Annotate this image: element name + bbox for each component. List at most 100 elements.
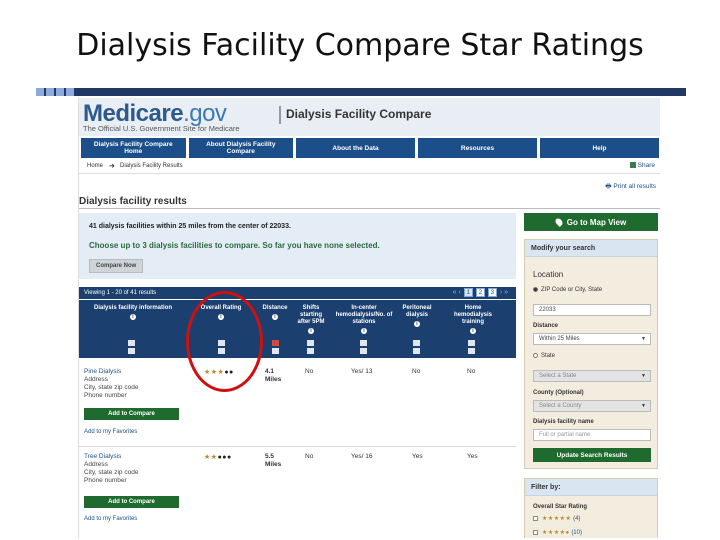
filled-stars-icon: ★★	[204, 454, 218, 461]
filter-stars-icon: ★★★★★	[542, 516, 572, 522]
update-search-button[interactable]: Update Search Results	[533, 448, 651, 462]
nav-item-resources[interactable]: Resources	[418, 138, 537, 158]
table-row: Pine Dialysis Address City, state zip co…	[79, 368, 516, 448]
results-info-box: 41 dialysis facilities within 25 miles f…	[79, 213, 516, 279]
logo-tagline: The Official U.S. Government Site for Me…	[83, 124, 240, 133]
radio-selected-icon[interactable]	[533, 287, 538, 292]
sort-up-icon[interactable]	[128, 340, 135, 346]
distance-select[interactable]: Within 25 Miles ▼	[533, 333, 651, 345]
empty-stars-icon: ●●●	[217, 454, 232, 461]
sort-up-icon[interactable]	[360, 340, 367, 346]
sort-controls[interactable]	[307, 340, 314, 354]
shifts-value: No	[305, 453, 314, 460]
page-2[interactable]: 2	[475, 288, 485, 297]
info-icon[interactable]: i	[308, 328, 314, 334]
incenter-value: Yes/ 13	[351, 368, 373, 375]
add-favorites-link[interactable]: Add to my Favorites	[84, 516, 138, 522]
sort-up-icon[interactable]	[272, 340, 279, 346]
nav-item-home[interactable]: Dialysis Facility Compare Home	[81, 138, 186, 158]
facility-address: Address	[84, 376, 108, 383]
col-incenter[interactable]: In-center hemodialysis/No. of stations i	[333, 305, 395, 334]
page-1[interactable]: 1	[463, 288, 473, 297]
checkbox-icon[interactable]	[533, 516, 538, 521]
results-table-header: Dialysis facility information i Overall R…	[79, 300, 516, 358]
info-icon[interactable]: i	[361, 328, 367, 334]
compare-instruction: Choose up to 3 dialysis facilities to co…	[89, 241, 380, 250]
results-count: Viewing 1 - 20 of 41 results	[84, 290, 157, 296]
sort-controls[interactable]	[128, 340, 135, 354]
facility-phone: Phone number	[84, 477, 127, 484]
add-favorites-link[interactable]: Add to my Favorites	[84, 429, 138, 435]
zip-radio[interactable]: ZIP Code or City, State	[533, 287, 602, 293]
sort-down-icon[interactable]	[272, 348, 279, 354]
filter-stars-icon: ★★★★●	[542, 530, 570, 536]
county-label: County (Optional)	[533, 390, 584, 396]
sort-down-icon[interactable]	[413, 348, 420, 354]
pager-prev-icon[interactable]: « ‹	[452, 289, 461, 296]
add-to-compare-button[interactable]: Add to Compare	[84, 496, 179, 508]
modify-search-panel: Modify your search Location ZIP Code or …	[524, 239, 658, 469]
distance: 5.5 Miles	[265, 453, 282, 468]
add-to-compare-button[interactable]: Add to Compare	[84, 408, 179, 420]
chevron-down-icon: ▼	[641, 373, 646, 379]
print-link[interactable]: 🖶 Print all results	[605, 183, 656, 190]
facility-name-input[interactable]: Full or partial name	[533, 429, 651, 441]
radio-unselected-icon[interactable]	[533, 353, 538, 358]
results-summary: 41 dialysis facilities within 25 miles f…	[89, 223, 291, 230]
bar-square	[66, 88, 74, 96]
facility-city: City, state zip code	[84, 469, 139, 476]
sort-down-icon[interactable]	[307, 348, 314, 354]
sort-controls[interactable]	[468, 340, 475, 354]
sort-controls[interactable]	[360, 340, 367, 354]
info-icon[interactable]: i	[470, 328, 476, 334]
filter-panel: Filter by: Overall Star Rating ★★★★★ (4)…	[524, 478, 658, 538]
col-shifts[interactable]: Shifts starting after 5PM i	[293, 305, 329, 334]
info-icon[interactable]: i	[272, 314, 278, 320]
col-distance[interactable]: Distance i	[257, 305, 293, 320]
filter-count: (4)	[573, 516, 581, 522]
filter-count: (10)	[571, 530, 582, 536]
sort-controls[interactable]	[413, 340, 420, 354]
bar-square	[36, 88, 44, 96]
nav-item-about[interactable]: About Dialysis Facility Compare	[188, 138, 294, 158]
state-radio[interactable]: State	[533, 353, 555, 359]
breadcrumb: Home ➜ Dialysis Facility Results Share	[79, 160, 660, 174]
go-to-map-view-button[interactable]: Go to Map View	[524, 213, 658, 231]
page-3[interactable]: 3	[487, 288, 497, 297]
sort-up-icon[interactable]	[413, 340, 420, 346]
map-button-label: Go to Map View	[566, 217, 627, 227]
sort-up-icon[interactable]	[468, 340, 475, 346]
nav-item-help[interactable]: Help	[540, 138, 659, 158]
sort-down-icon[interactable]	[360, 348, 367, 354]
share-icon	[629, 162, 636, 168]
facility-city: City, state zip code	[84, 384, 139, 391]
sort-down-icon[interactable]	[128, 348, 135, 354]
state-select[interactable]: Select a State ▼	[533, 370, 651, 382]
highlight-ring	[186, 291, 263, 392]
col-label: Shifts starting after 5PM	[297, 305, 325, 325]
compare-now-button[interactable]: Compare Now	[89, 259, 144, 273]
nav-item-about-data[interactable]: About the Data	[296, 138, 416, 158]
zip-radio-label: ZIP Code or City, State	[541, 287, 603, 293]
slide-title: Dialysis Facility Compare Star Ratings	[76, 28, 644, 63]
filter-option-4-star[interactable]: ★★★★● (10)	[533, 529, 582, 536]
info-icon[interactable]: i	[414, 321, 420, 327]
col-peritoneal[interactable]: Peritoneal dialysis i	[397, 305, 437, 327]
sort-up-icon[interactable]	[307, 340, 314, 346]
county-select[interactable]: Select a County ▼	[533, 400, 651, 412]
share-link[interactable]: Share	[629, 162, 655, 169]
checkbox-icon[interactable]	[533, 530, 538, 535]
info-icon[interactable]: i	[130, 314, 136, 320]
zip-input[interactable]: 22033	[533, 304, 651, 316]
facility-name-link[interactable]: Pine Dialysis	[84, 368, 122, 375]
filter-option-5-star[interactable]: ★★★★★ (4)	[533, 515, 580, 522]
pager-next-icon[interactable]: › »	[499, 289, 508, 296]
breadcrumb-home[interactable]: Home	[87, 163, 104, 169]
sort-down-icon[interactable]	[468, 348, 475, 354]
sort-controls[interactable]	[272, 340, 279, 354]
facility-name-link[interactable]: Tree Dialysis	[84, 453, 122, 460]
medicare-logo[interactable]: Medicare.gov	[83, 100, 227, 128]
col-home-training[interactable]: Home hemodialysis training i	[447, 305, 499, 334]
incenter-value: Yes/ 16	[351, 453, 373, 460]
col-facility-info[interactable]: Dialysis facility information i	[83, 305, 183, 320]
